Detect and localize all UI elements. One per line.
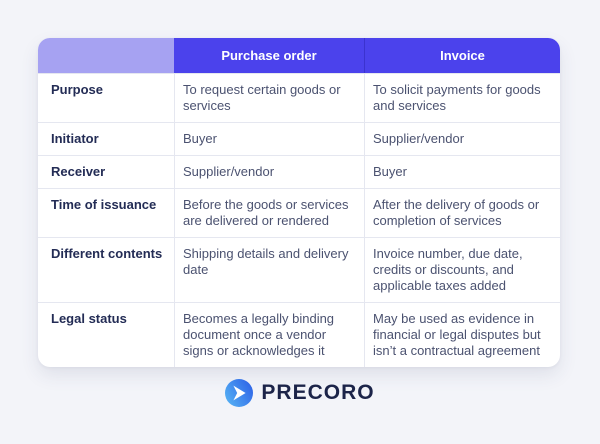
header-invoice: Invoice xyxy=(364,38,560,73)
table-row-different-contents: Different contents Shipping details and … xyxy=(38,237,560,302)
row-label: Initiator xyxy=(51,131,99,146)
row-label: Different contents xyxy=(51,246,163,261)
purchase-order-value: Before the goods or services are deliver… xyxy=(174,189,364,237)
row-label: Purpose xyxy=(51,82,104,97)
header-corner-cell xyxy=(38,38,174,73)
precoro-logo-text: PRECORO xyxy=(261,381,375,404)
table-row-receiver: Receiver Supplier/vendor Buyer xyxy=(38,155,560,188)
table-header-row: Purchase order Invoice xyxy=(38,38,560,73)
table-row-initiator: Initiator Buyer Supplier/vendor xyxy=(38,122,560,155)
table-row-time-of-issuance: Time of issuance Before the goods or ser… xyxy=(38,188,560,237)
invoice-value: After the delivery of goods or completio… xyxy=(364,189,560,237)
purchase-order-value: Supplier/vendor xyxy=(174,156,364,188)
purchase-order-value: Shipping details and delivery date xyxy=(174,238,364,302)
table-row-legal-status: Legal status Becomes a legally binding d… xyxy=(38,302,560,367)
precoro-play-circle-icon xyxy=(225,379,254,407)
invoice-value: To solicit payments for goods and servic… xyxy=(364,74,560,122)
row-label: Time of issuance xyxy=(51,197,157,212)
invoice-value: Invoice number, due date, credits or dis… xyxy=(364,238,560,302)
invoice-value: Buyer xyxy=(364,156,560,188)
precoro-logo: PRECORO xyxy=(0,379,600,407)
table-row-purpose: Purpose To request certain goods or serv… xyxy=(38,73,560,122)
header-purchase-order: Purchase order xyxy=(174,38,364,73)
invoice-value: May be used as evidence in financial or … xyxy=(364,303,560,367)
invoice-value: Supplier/vendor xyxy=(364,123,560,155)
comparison-table: Purchase order Invoice Purpose To reques… xyxy=(38,38,560,367)
purchase-order-value: Buyer xyxy=(174,123,364,155)
purchase-order-value: To request certain goods or services xyxy=(174,74,364,122)
row-label: Receiver xyxy=(51,164,106,179)
purchase-order-value: Becomes a legally binding document once … xyxy=(174,303,364,367)
row-label: Legal status xyxy=(51,311,127,326)
